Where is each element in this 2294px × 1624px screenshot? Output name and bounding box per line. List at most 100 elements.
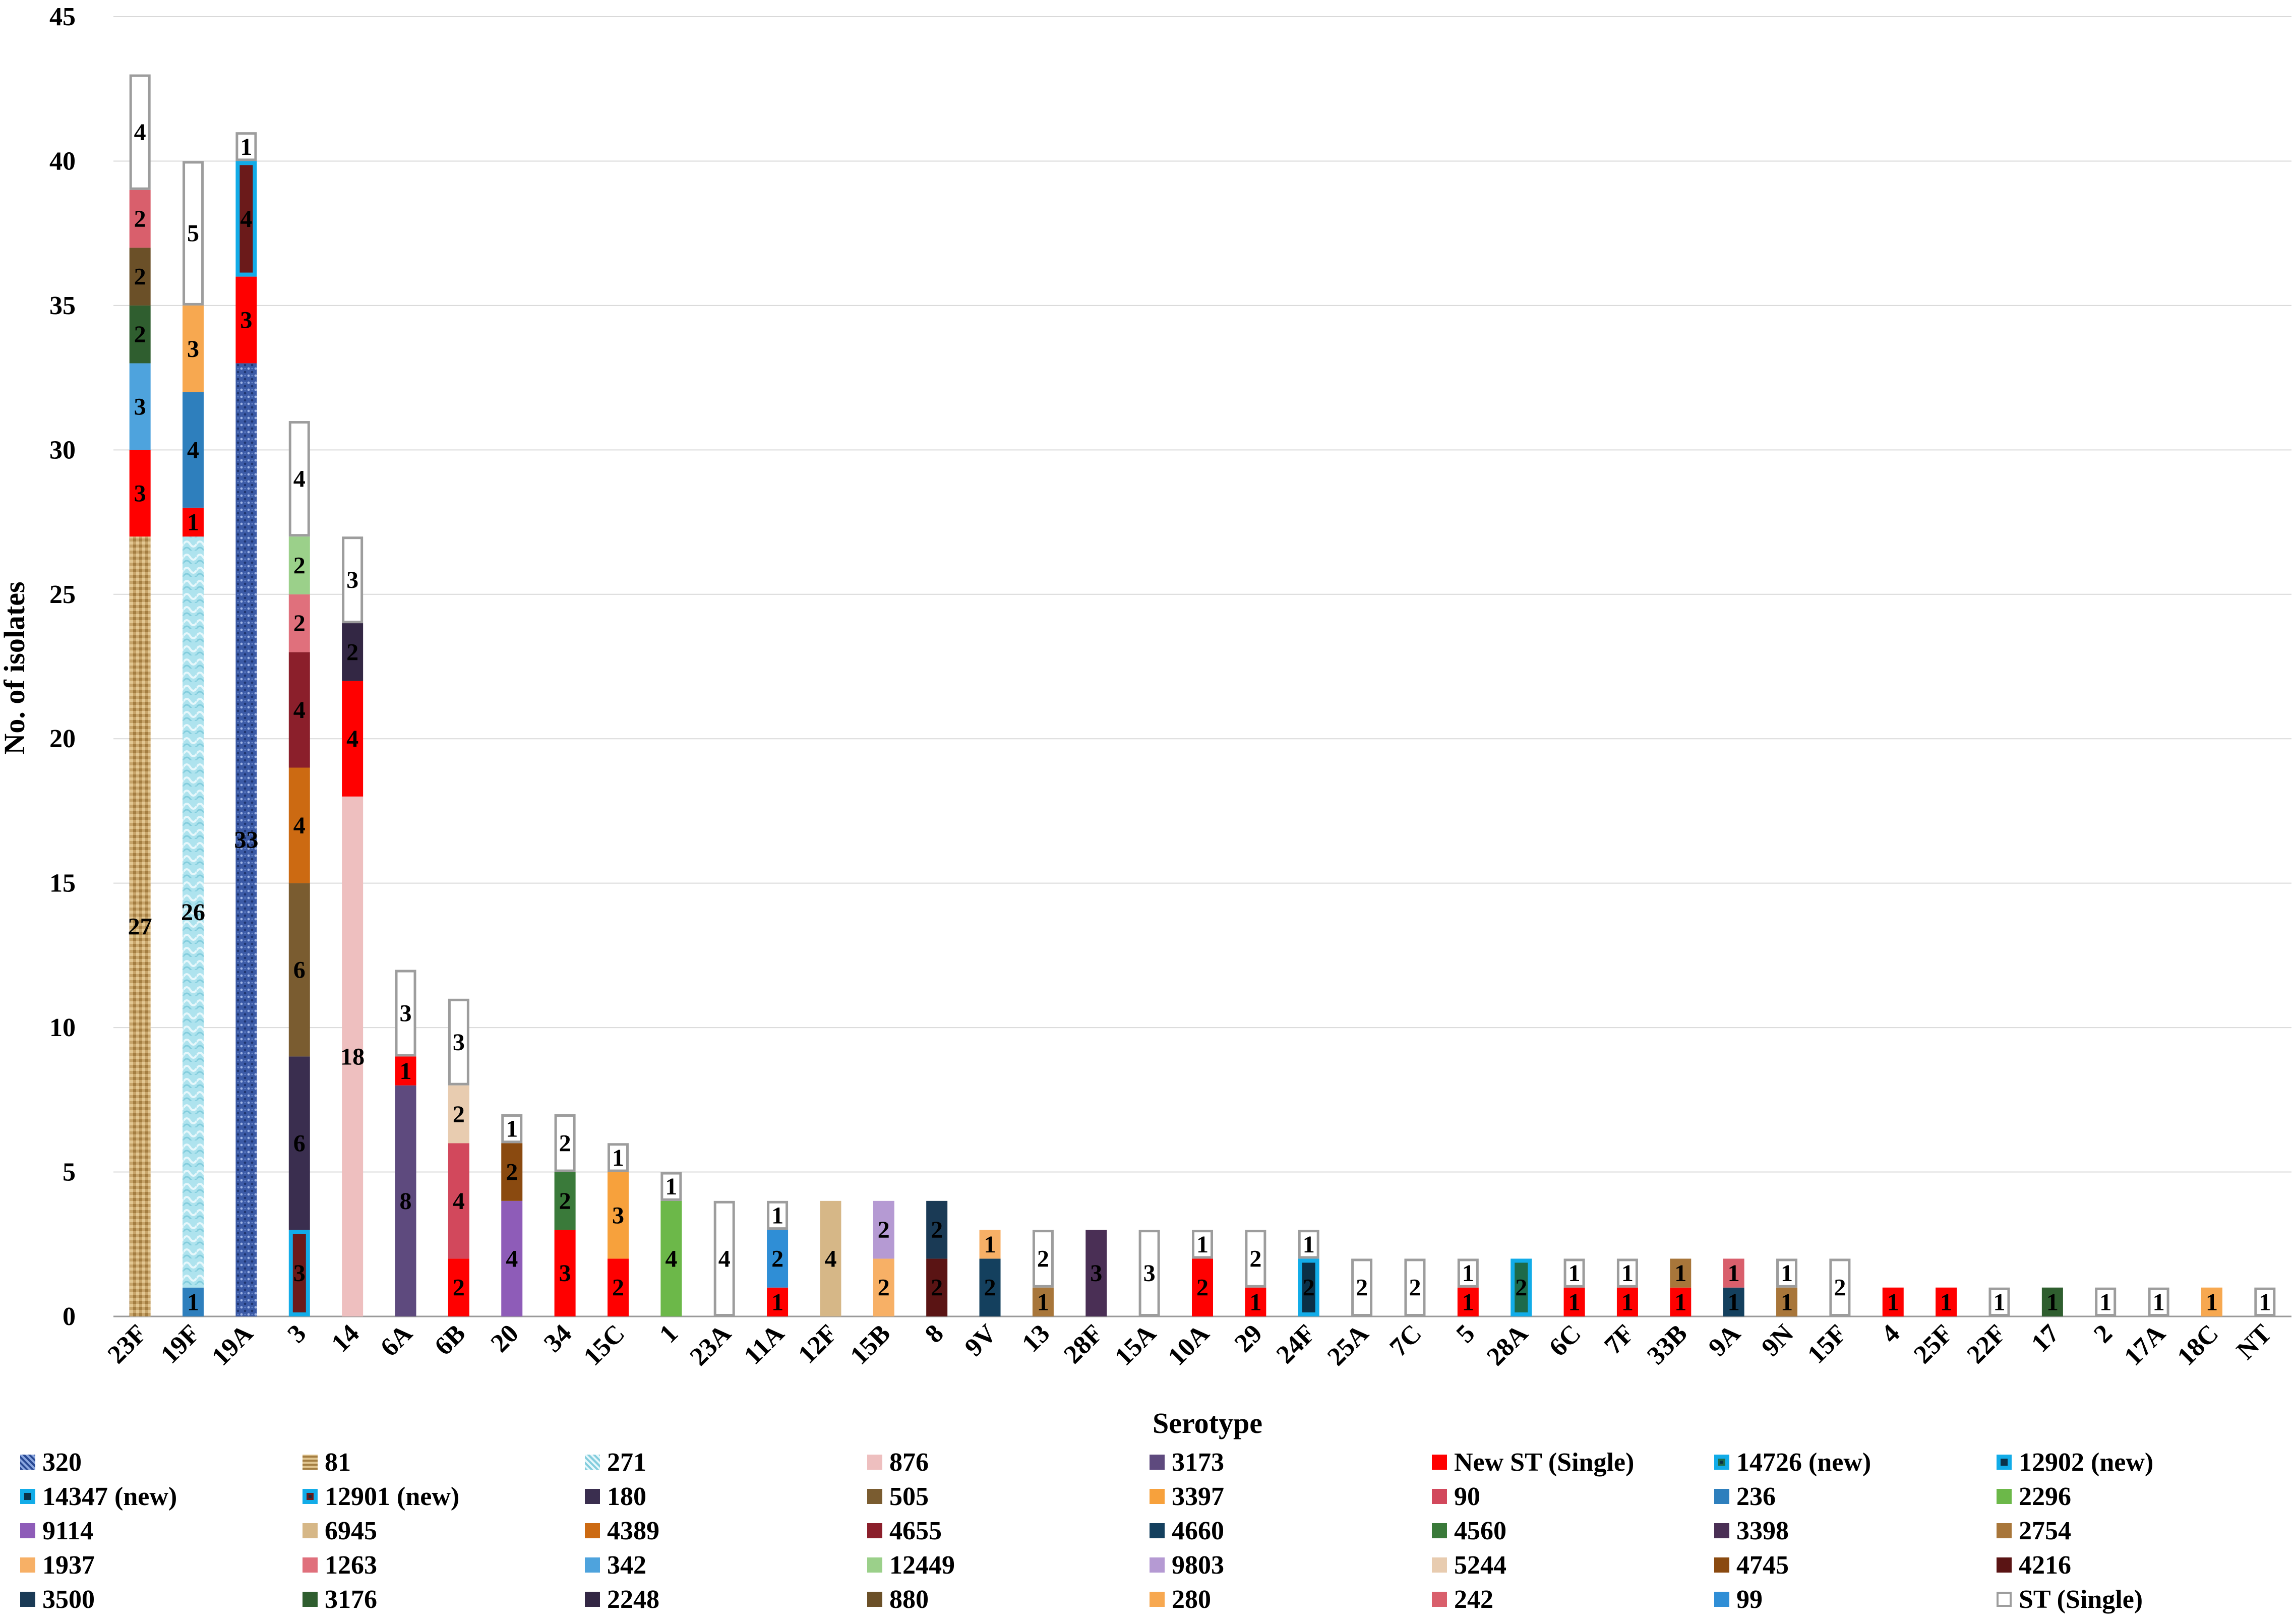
bar-segment	[2041, 1287, 2063, 1316]
bar-segment	[395, 970, 416, 1057]
x-tick-label: 6B	[429, 1319, 471, 1361]
legend-label: 242	[1454, 1585, 1493, 1614]
bar-segment-label: 1	[1462, 1289, 1474, 1315]
legend-label: 14726 (new)	[1736, 1448, 1872, 1477]
bar-segment	[554, 1230, 576, 1316]
legend-swatch	[867, 1592, 882, 1607]
x-tick-label: 8	[920, 1319, 949, 1349]
x-tick-label: 18C	[2172, 1319, 2224, 1371]
legend-label: 2754	[2019, 1516, 2071, 1545]
x-tick-label: 2	[2088, 1319, 2118, 1349]
legend-swatch	[585, 1489, 600, 1504]
legend-item: 505	[867, 1481, 929, 1512]
x-tick-label: 9V	[959, 1319, 1002, 1362]
legend-item: 3176	[303, 1584, 377, 1614]
bar-segment-label: 4	[293, 466, 306, 493]
bar-segment	[767, 1230, 789, 1288]
legend-label: 1937	[42, 1550, 95, 1580]
legend-swatch	[1714, 1592, 1729, 1607]
bar-segment	[288, 1056, 310, 1230]
bar-segment-label: 1	[1621, 1260, 1634, 1287]
bar-25F: 1	[1936, 1287, 1957, 1316]
bar-segment-label: 2	[1196, 1275, 1209, 1301]
bar-segment	[1829, 1258, 1851, 1316]
x-tick-label: 25A	[1322, 1319, 1374, 1371]
bar-segment-label: 2	[878, 1275, 890, 1301]
legend-item: 280	[1150, 1584, 1211, 1614]
bar-segment	[183, 392, 204, 508]
bar-segment-label: 2	[612, 1275, 624, 1301]
bar-segment	[1776, 1258, 1798, 1288]
bar-segment-label: 1	[2259, 1289, 2271, 1315]
bar-segment-label: 1	[771, 1202, 783, 1229]
bar-segment	[1351, 1258, 1373, 1316]
bar-segment-label: 1	[2206, 1289, 2218, 1315]
legend-swatch	[1714, 1557, 1729, 1573]
bar-segment-label: 1	[1037, 1289, 1049, 1315]
bar-segment	[713, 1200, 735, 1317]
bar-segment	[1192, 1258, 1213, 1316]
bar-segment-label: 2	[1037, 1245, 1049, 1272]
legend-swatch	[1997, 1523, 2012, 1538]
y-tick-label: 35	[49, 291, 76, 320]
bar-segment-label: 1	[1621, 1289, 1634, 1315]
bar-segment	[448, 1258, 469, 1316]
x-tick-label: 28F	[1058, 1319, 1109, 1369]
legend-swatch	[1432, 1592, 1447, 1607]
legend-swatch	[1714, 1523, 1729, 1538]
bar-segment-label: 2	[1303, 1275, 1315, 1301]
bar-10A: 21	[1192, 1230, 1213, 1316]
x-tick-label: 11A	[739, 1319, 790, 1370]
legend-swatch	[1150, 1455, 1165, 1470]
bar-segment-label: 3	[187, 336, 199, 363]
bar-segment-label: 2	[771, 1245, 783, 1272]
bar-segment-label: 1	[2046, 1289, 2059, 1315]
legend-label: 505	[889, 1482, 929, 1511]
bar-segment-label: 2	[134, 264, 146, 290]
legend-item: 3398	[1714, 1516, 1789, 1546]
legend-swatch	[1432, 1557, 1447, 1573]
bar-segment	[129, 450, 151, 537]
bar-segment	[1882, 1287, 1904, 1316]
bar-segment-label: 1	[1728, 1260, 1740, 1287]
bar-segment	[1298, 1258, 1319, 1316]
bar-segment	[129, 248, 151, 306]
bar-segment	[235, 363, 257, 1316]
bar-segment-label: 2	[878, 1217, 890, 1243]
bar-7C: 2	[1404, 1258, 1426, 1316]
bar-segment	[873, 1200, 894, 1259]
legend-swatch	[303, 1523, 318, 1538]
bar-segment	[235, 276, 257, 364]
bar-2: 1	[2095, 1287, 2117, 1317]
bar-18C: 1	[2201, 1287, 2222, 1316]
bar-segment-label: 1	[665, 1173, 677, 1200]
legend-swatch	[303, 1489, 318, 1504]
legend-item: 1937	[20, 1550, 95, 1580]
bar-segment-label: 2	[559, 1188, 571, 1215]
bar-segment-label: 6	[293, 1130, 306, 1157]
bar-segment-label: 2	[1249, 1245, 1261, 1272]
bar-segment	[501, 1200, 523, 1316]
bar-segment-label: 4	[187, 437, 199, 463]
bar-segment-label: 1	[2153, 1289, 2165, 1315]
bar-segment-label: 3	[134, 393, 146, 420]
bar-segment	[607, 1143, 629, 1172]
bar-15C: 2 3 1	[607, 1143, 629, 1316]
bar-3: 3 6 6 4 4 2 2 4	[288, 421, 310, 1316]
legend-item: 9114	[20, 1516, 93, 1546]
x-tick-label: 6A	[375, 1319, 418, 1362]
bar-28F: 3	[1085, 1230, 1107, 1316]
legend-swatch	[867, 1455, 882, 1470]
bar-segment-label: 3	[346, 567, 358, 593]
legend-label: 880	[889, 1585, 929, 1614]
legend-label: 12902 (new)	[2019, 1448, 2154, 1477]
y-tick-label: 5	[63, 1158, 76, 1187]
legend-label: 12901 (new)	[325, 1482, 460, 1511]
bar-segment	[183, 161, 204, 306]
bar-segment-label: 4	[824, 1245, 836, 1272]
bar-22F: 1	[1988, 1287, 2010, 1317]
bar-segment-label: 1	[187, 509, 199, 536]
bar-segment	[448, 1085, 469, 1144]
bar-segment-label: 2	[453, 1101, 465, 1128]
legend-item: 99	[1714, 1584, 1763, 1614]
